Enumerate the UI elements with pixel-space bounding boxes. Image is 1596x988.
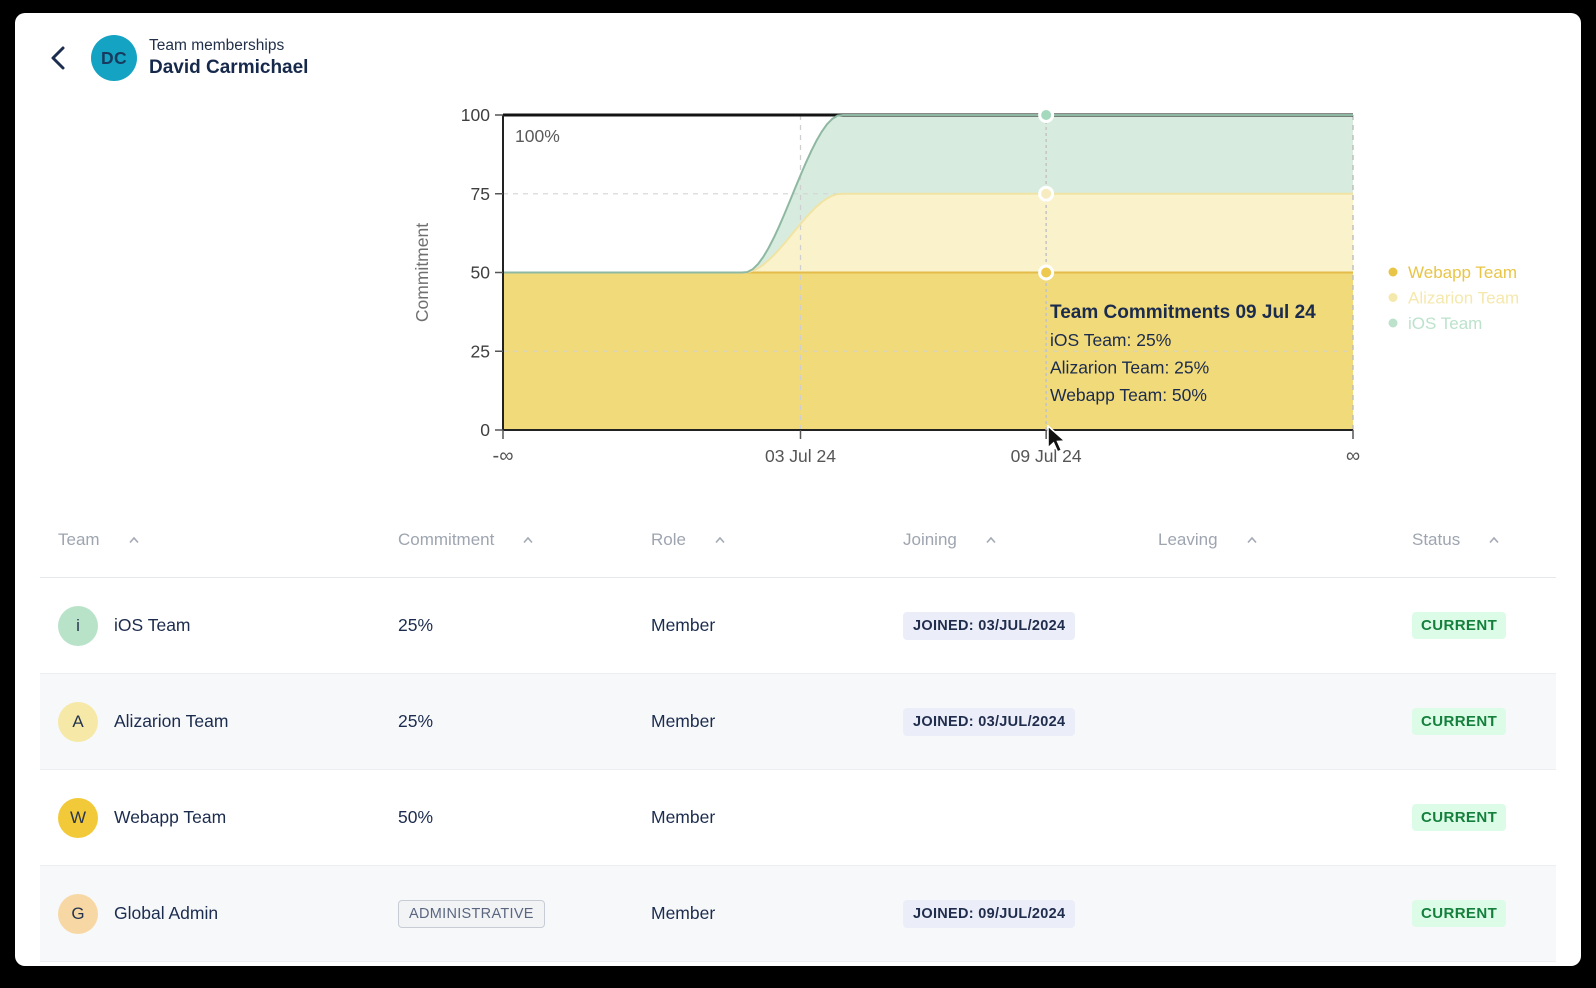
role-value: Member [651,903,716,923]
status-badge: CURRENT [1412,804,1507,831]
chart-line-ios-team [503,114,1353,274]
team-avatar: G [58,893,98,934]
role-value: Member [651,711,716,731]
team-name: Webapp Team [114,807,227,827]
x-tick-label: ∞ [1346,445,1360,467]
column-header-team[interactable]: Team [40,530,398,550]
joining-badge: JOINED: 03/JUL/2024 [903,707,1076,736]
x-tick-label: -∞ [493,445,514,467]
legend-dot [1388,267,1398,277]
column-header-leaving[interactable]: Leaving [1158,530,1412,550]
table-row-ios-team[interactable]: i iOS Team 25% Member JOINED: 03/JUL/202… [40,578,1556,674]
legend-item-alizarion-team[interactable]: Alizarion Team [1388,289,1520,308]
x-tick-label: 09 Jul 24 [1011,446,1082,466]
team-memberships-panel: DC Team memberships David Carmichael 0 25… [15,13,1581,966]
team-avatar: W [58,797,98,838]
legend-item-ios-team[interactable]: iOS Team [1388,314,1483,333]
header-text: Team memberships David Carmichael [149,36,308,80]
status-badge: CURRENT [1412,708,1507,735]
page-title: David Carmichael [149,57,309,78]
y-tick-label: 25 [471,341,490,361]
page-subtitle: Team memberships [149,37,285,54]
tooltip-line: Webapp Team: 50% [1050,385,1207,405]
y-axis-title: Commitment [412,223,432,322]
sort-asc-icon [128,536,139,544]
legend-label: Alizarion Team [1408,289,1519,308]
sort-asc-icon [1246,536,1257,544]
table-row-global-admin[interactable]: G Global Admin ADMINISTRATIVE Member JOI… [40,866,1556,962]
legend-label: Webapp Team [1408,263,1517,282]
commitment-value: 50% [398,807,434,827]
user-avatar: DC [91,35,137,81]
max-line-annotation: 100% [515,126,560,146]
team-avatar: i [58,605,98,646]
table-row-webapp-team[interactable]: W Webapp Team 50% Member CURRENT [40,770,1556,866]
y-tick-label: 75 [471,184,490,204]
commitment-badge: ADMINISTRATIVE [398,899,545,928]
user-avatar-initials: DC [101,47,127,68]
x-tick-label: 03 Jul 24 [765,446,836,466]
legend-dot [1388,293,1398,302]
y-tick-label: 50 [471,263,491,283]
hover-point [1038,107,1055,123]
role-value: Member [651,807,716,827]
sort-asc-icon [1489,536,1499,544]
tooltip-line: iOS Team: 25% [1050,330,1171,350]
memberships-table: Team Commitment Role Joining Leaving [40,503,1556,962]
hover-point [1038,264,1055,281]
y-tick-label: 100 [461,105,490,125]
legend-dot [1388,318,1398,328]
team-name: iOS Team [114,615,191,635]
commitment-chart[interactable]: 0 25 50 75 100 -∞ 03 Jul 24 09 Jul 24 ∞ Commitmen… [405,88,1581,488]
sort-asc-icon [523,536,533,544]
joining-badge: JOINED: 03/JUL/2024 [903,611,1076,640]
tooltip-line: Alizarion Team: 25% [1050,358,1209,378]
hover-point [1038,185,1055,202]
column-header-role[interactable]: Role [651,530,903,550]
page-header: DC Team memberships David Carmichael [43,35,308,81]
sort-asc-icon [986,536,996,544]
column-header-status[interactable]: Status [1412,530,1556,550]
chart-area-alizarion-team [503,193,1353,273]
commitment-value: 25% [398,711,434,731]
table-header: Team Commitment Role Joining Leaving [40,503,1556,578]
y-tick-label: 0 [480,420,490,440]
tooltip-title: Team Commitments 09 Jul 24 [1050,302,1316,323]
back-button[interactable] [43,35,73,81]
status-badge: CURRENT [1412,612,1507,639]
team-name: Alizarion Team [114,711,229,731]
role-value: Member [651,615,716,635]
commitment-value: 25% [398,615,434,635]
legend-item-webapp-team[interactable]: Webapp Team [1388,263,1518,282]
legend-label: iOS Team [1408,314,1482,333]
chevron-left-icon [51,46,65,70]
status-badge: CURRENT [1412,900,1507,927]
joining-badge: JOINED: 09/JUL/2024 [903,899,1076,928]
team-name: Global Admin [114,903,219,923]
column-header-commitment[interactable]: Commitment [398,530,651,550]
sort-asc-icon [715,536,725,544]
column-header-joining[interactable]: Joining [903,530,1158,550]
team-avatar: A [58,701,98,742]
table-row-alizarion-team[interactable]: A Alizarion Team 25% Member JOINED: 03/J… [40,674,1556,770]
